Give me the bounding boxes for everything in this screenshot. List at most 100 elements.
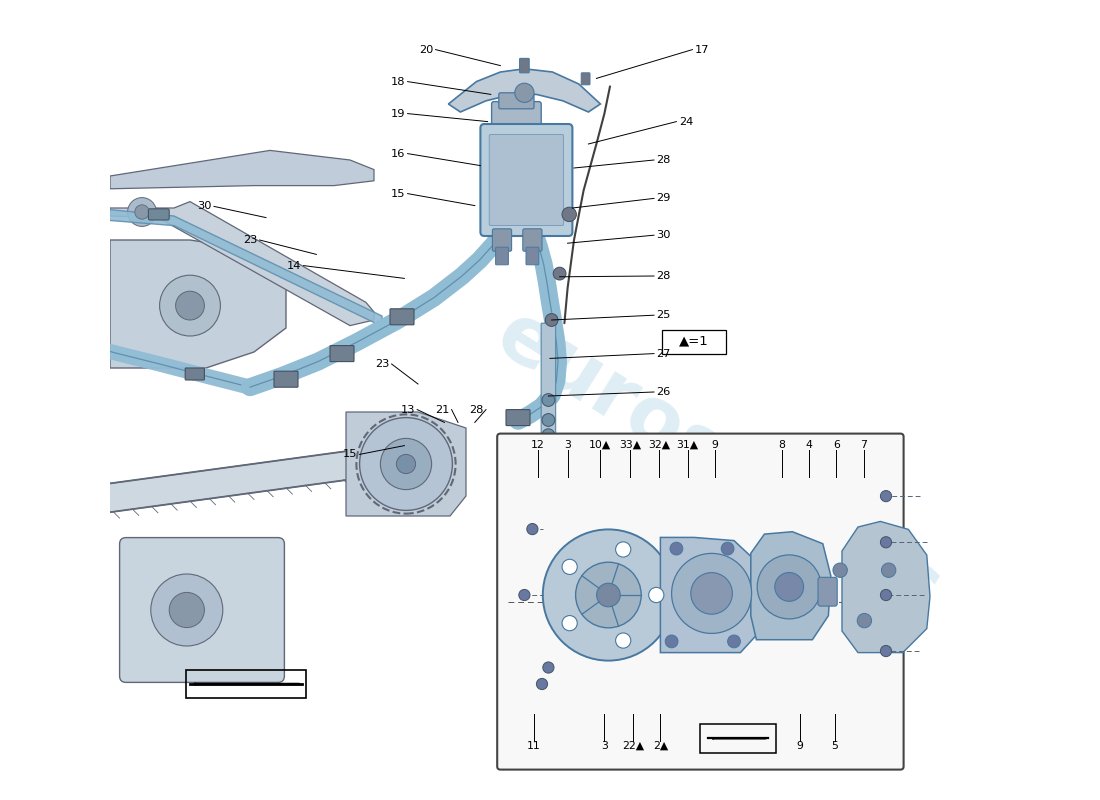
Circle shape [757, 555, 822, 619]
Text: 13: 13 [400, 405, 415, 414]
Circle shape [880, 590, 892, 601]
FancyBboxPatch shape [185, 368, 205, 380]
FancyBboxPatch shape [498, 93, 534, 109]
Circle shape [649, 587, 664, 602]
FancyBboxPatch shape [541, 323, 556, 449]
Polygon shape [660, 538, 764, 653]
Circle shape [666, 635, 678, 648]
Polygon shape [94, 208, 382, 326]
FancyBboxPatch shape [581, 73, 590, 85]
Text: 32▲: 32▲ [648, 440, 670, 450]
Text: 28: 28 [657, 271, 671, 281]
Text: 21: 21 [434, 405, 449, 414]
Circle shape [575, 562, 641, 628]
Circle shape [881, 563, 895, 578]
Circle shape [672, 554, 751, 634]
Circle shape [381, 438, 431, 490]
FancyBboxPatch shape [496, 247, 508, 265]
Polygon shape [449, 69, 601, 112]
Text: 24: 24 [679, 117, 693, 126]
FancyBboxPatch shape [506, 410, 530, 426]
Text: 14: 14 [287, 261, 301, 270]
Text: 17: 17 [695, 45, 710, 54]
Text: 18: 18 [390, 77, 405, 86]
Circle shape [176, 291, 205, 320]
Circle shape [542, 394, 554, 406]
FancyBboxPatch shape [526, 247, 539, 265]
Text: 30: 30 [657, 230, 671, 240]
Text: a passion for parts since 1985: a passion for parts since 1985 [542, 451, 894, 685]
Circle shape [128, 198, 156, 226]
Text: 23: 23 [243, 235, 257, 245]
Polygon shape [842, 522, 930, 653]
Circle shape [160, 275, 220, 336]
Text: 2▲: 2▲ [652, 741, 668, 750]
Text: 28: 28 [657, 155, 671, 165]
Text: 9: 9 [712, 440, 718, 450]
Circle shape [546, 314, 558, 326]
Polygon shape [110, 202, 374, 326]
Circle shape [616, 542, 630, 557]
Circle shape [360, 418, 452, 510]
FancyBboxPatch shape [497, 434, 903, 770]
FancyBboxPatch shape [490, 134, 563, 226]
Circle shape [722, 542, 734, 555]
Circle shape [562, 615, 578, 630]
Text: 33▲: 33▲ [619, 440, 641, 450]
Text: 26: 26 [657, 387, 671, 397]
Text: 10▲: 10▲ [588, 440, 610, 450]
FancyBboxPatch shape [493, 229, 512, 251]
Text: 3: 3 [564, 440, 571, 450]
Circle shape [527, 523, 538, 534]
Text: eurospares: eurospares [482, 296, 955, 632]
Polygon shape [110, 240, 286, 368]
Text: 19: 19 [390, 109, 405, 118]
Text: 20: 20 [419, 45, 433, 54]
Text: 25: 25 [657, 310, 671, 320]
Circle shape [691, 573, 733, 614]
FancyBboxPatch shape [330, 346, 354, 362]
Circle shape [562, 207, 576, 222]
Circle shape [169, 592, 205, 627]
Circle shape [562, 559, 578, 574]
Circle shape [396, 454, 416, 474]
FancyBboxPatch shape [492, 102, 541, 130]
Circle shape [857, 614, 871, 628]
Text: 29: 29 [657, 194, 671, 203]
Circle shape [537, 678, 548, 690]
Text: 15: 15 [343, 450, 358, 459]
Text: 23: 23 [375, 359, 389, 369]
Circle shape [833, 563, 847, 578]
Text: 8: 8 [779, 440, 785, 450]
Text: 9: 9 [796, 741, 803, 750]
Text: 28: 28 [470, 405, 484, 414]
Text: 15: 15 [390, 189, 405, 198]
Text: 6: 6 [833, 440, 839, 450]
Circle shape [616, 633, 630, 648]
FancyBboxPatch shape [481, 124, 572, 236]
Text: 30: 30 [197, 202, 211, 211]
Circle shape [542, 530, 674, 661]
Text: ▲=1: ▲=1 [679, 334, 708, 347]
Text: 31▲: 31▲ [676, 440, 698, 450]
Circle shape [880, 490, 892, 502]
Circle shape [596, 583, 620, 607]
Polygon shape [346, 412, 466, 516]
Polygon shape [94, 438, 446, 514]
Circle shape [542, 429, 554, 442]
Circle shape [542, 414, 554, 426]
Circle shape [519, 590, 530, 601]
Text: 11: 11 [527, 741, 541, 750]
Circle shape [515, 83, 534, 102]
Circle shape [670, 542, 683, 555]
Circle shape [542, 662, 554, 673]
Circle shape [135, 205, 150, 219]
Text: 4: 4 [806, 440, 813, 450]
Circle shape [553, 267, 566, 280]
Circle shape [880, 646, 892, 657]
FancyBboxPatch shape [522, 229, 542, 251]
FancyBboxPatch shape [662, 330, 726, 354]
FancyBboxPatch shape [120, 538, 285, 682]
FancyBboxPatch shape [818, 578, 837, 606]
Circle shape [727, 635, 740, 648]
